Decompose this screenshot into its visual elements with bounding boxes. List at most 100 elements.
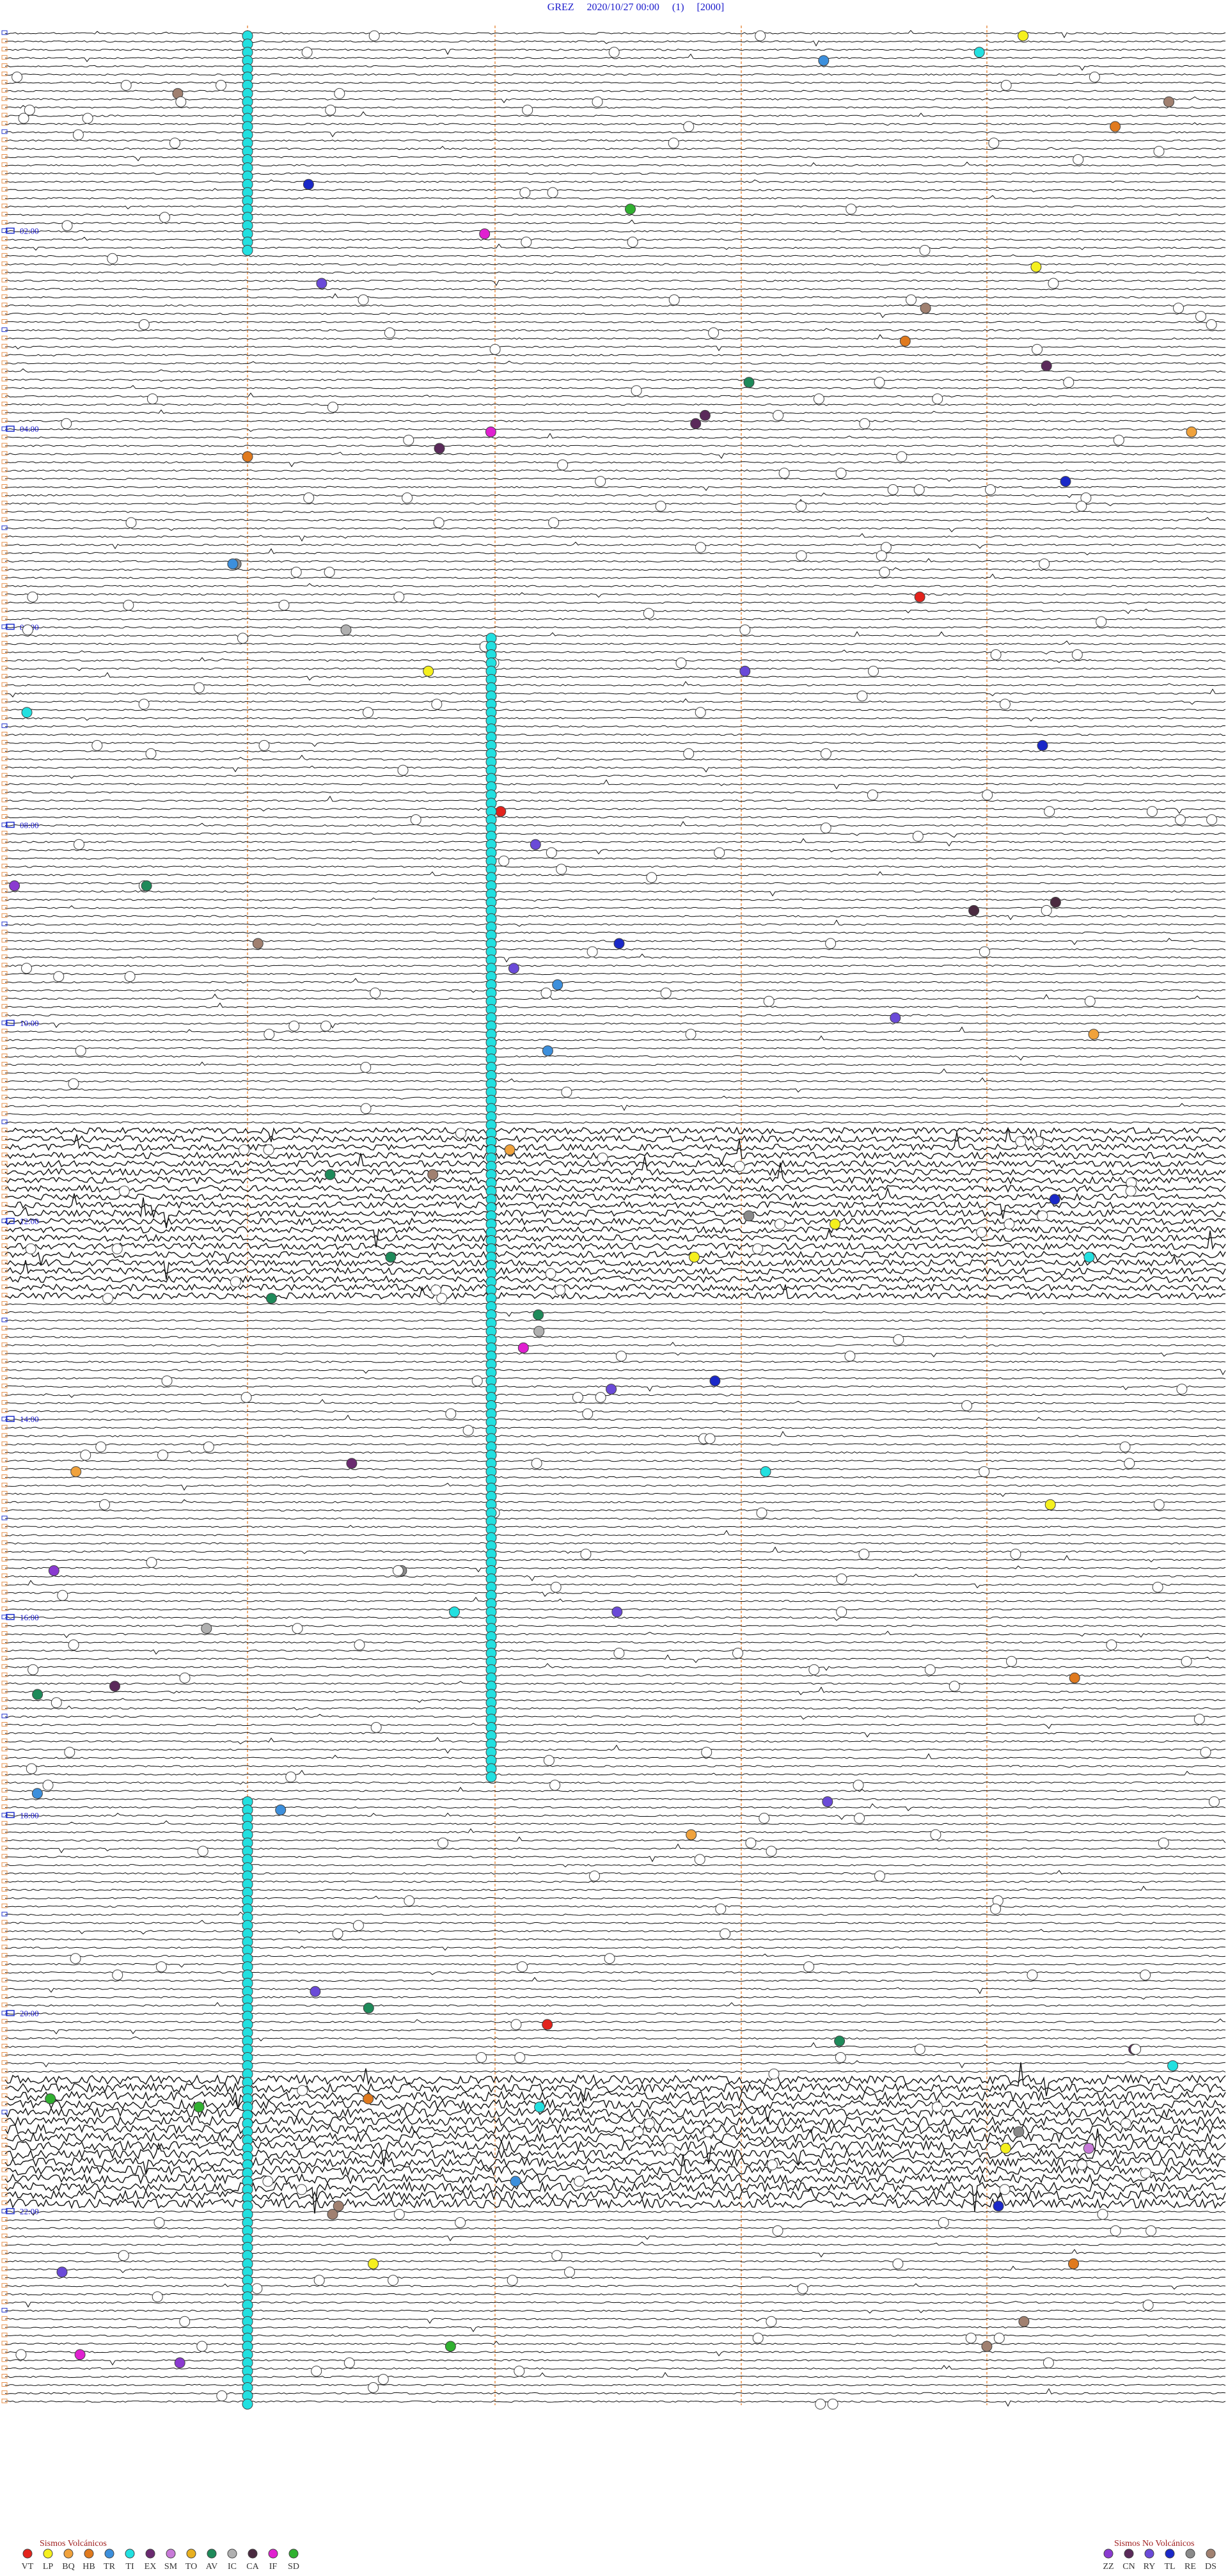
event-marker [28,1664,39,1675]
event-marker [1039,558,1050,570]
trace [4,1255,1226,1280]
row-start-marker [1,1243,8,1248]
event-marker [1032,344,1043,355]
event-marker [252,938,264,949]
row-start-marker [1,715,8,720]
trace [4,741,1226,747]
trace [4,445,1226,447]
row-start-marker [1,1425,8,1430]
row-start-marker [1,1953,8,1958]
trace [4,111,1226,117]
event-marker [48,1565,59,1576]
event-marker [427,1169,439,1180]
event-marker [1063,377,1074,388]
row-start-marker [1,2225,8,2230]
event-marker [595,476,606,487]
event-marker [874,1870,885,1882]
trace [4,2300,1226,2308]
trace [4,2400,1226,2407]
event-marker [70,1953,81,1964]
event-marker [1048,278,1059,289]
trace [4,293,1226,299]
event-marker [704,1433,716,1444]
legend-label: VT [22,2562,34,2572]
trace [4,618,1225,620]
row-start-marker [1,1549,8,1554]
event-marker [1145,2225,1157,2236]
event-marker [402,492,413,503]
event-marker [91,739,103,751]
trace [4,725,1226,728]
event-marker [846,203,857,215]
event-marker [64,1746,75,1758]
row-start-marker [1,2300,8,2304]
trace [4,1744,1226,1754]
row-start-marker [1,1936,8,1941]
trace [4,1616,1226,1621]
event-marker [534,2101,546,2113]
event-marker [660,987,672,999]
trace [4,795,1226,802]
trace [4,631,1225,637]
row-start-marker [1,368,8,374]
event-marker [853,1780,864,1791]
row-start-marker [1,2184,8,2189]
row-start-marker [1,2135,8,2139]
row-start-marker [1,244,8,249]
row-start-marker [1,187,8,192]
row-start-marker [1,2011,8,2016]
event-marker [237,633,248,644]
event-marker [543,1755,555,1766]
row-start-marker [1,2382,8,2387]
event-marker [542,1045,553,1057]
trace [4,657,1226,663]
event-marker [193,682,205,693]
trace [4,1095,1226,1100]
trace [4,1393,1226,1398]
event-marker [982,789,993,801]
event-marker [436,1293,448,1304]
row-start-marker [1,1309,8,1314]
trace [4,1187,1226,1201]
event-marker [1142,2300,1154,2311]
row-start-marker [1,1490,8,1496]
row-start-marker [1,1697,8,1702]
event-marker [752,2332,764,2344]
trace [4,2181,1226,2214]
trace [4,2227,1226,2230]
trace [4,533,1226,542]
event-marker [720,1928,731,1940]
event-marker [686,1829,697,1840]
event-marker [613,938,625,949]
event-marker [288,1020,300,1032]
trace [5,428,1226,432]
row-start-marker [1,608,8,613]
event-marker [340,624,352,636]
event-marker [1013,2126,1025,2138]
event-marker [25,1243,36,1254]
row-start-marker [1,2241,8,2247]
trace [4,2018,1226,2023]
legend-label: RY [1144,2562,1156,2572]
event-marker [540,987,552,999]
row-start-marker [1,434,8,439]
row-start-marker [1,2307,8,2312]
event-marker [965,2332,977,2344]
trace [4,592,1226,598]
trace [4,2029,1226,2035]
trace [4,626,1226,629]
event-marker [979,946,990,958]
event-marker [99,1499,110,1510]
trace [4,989,1226,993]
hour-label: 14:00 [20,1414,39,1424]
trace [4,1828,1226,1833]
event-marker [1193,1714,1205,1725]
event-marker [685,1029,697,1040]
trace [4,1061,1226,1066]
row-start-marker [1,971,8,976]
trace [4,2372,1226,2378]
trace [4,1426,1226,1429]
event-marker [124,971,136,983]
event-marker [1176,1384,1188,1395]
legend-label: DS [1205,2562,1216,2572]
